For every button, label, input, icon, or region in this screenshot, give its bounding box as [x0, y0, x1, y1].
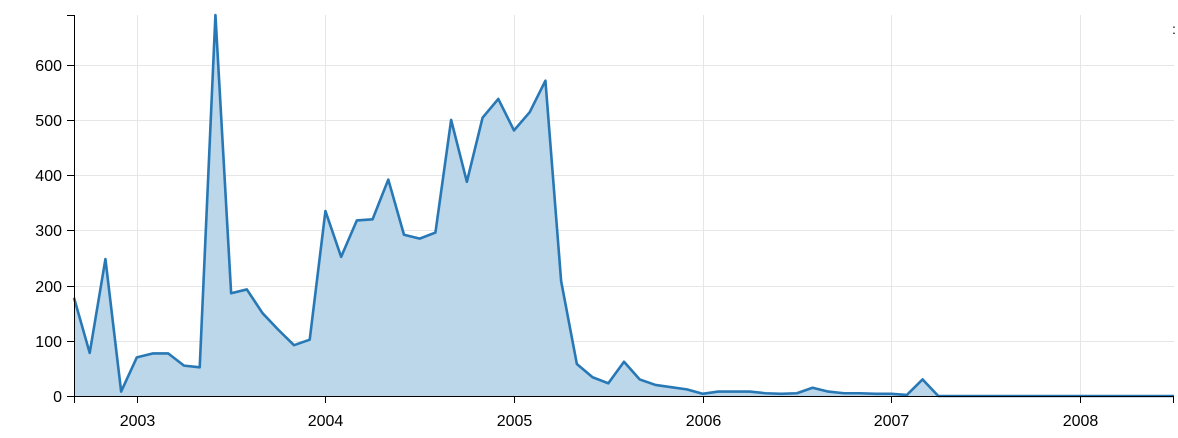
data-point — [716, 390, 720, 394]
data-point — [748, 390, 752, 394]
data-point — [402, 233, 406, 237]
y-tick-label: 100 — [35, 334, 62, 351]
data-point — [638, 377, 642, 381]
data-point — [842, 391, 846, 395]
x-tick-label: 2006 — [686, 413, 722, 430]
x-tick-label: 2003 — [120, 413, 156, 430]
data-point — [795, 391, 799, 395]
data-point — [182, 364, 186, 368]
data-point — [308, 338, 312, 342]
data-point — [669, 385, 673, 389]
y-tick-label: 300 — [35, 223, 62, 240]
data-point — [481, 116, 485, 120]
x-tick-label: 2007 — [874, 413, 910, 430]
data-point — [229, 291, 233, 295]
y-tick-label: 0 — [53, 389, 62, 406]
data-point — [701, 392, 705, 396]
x-tick-label: 2008 — [1063, 413, 1099, 430]
data-point — [685, 387, 689, 391]
data-point — [763, 391, 767, 395]
y-tick-label: 500 — [35, 113, 62, 130]
y-tick-label: 600 — [35, 58, 62, 75]
series-area-fill — [74, 15, 1174, 396]
data-point — [433, 231, 437, 235]
data-point — [135, 355, 139, 359]
data-point — [449, 118, 453, 122]
data-point — [339, 255, 343, 259]
x-tick-label: 2004 — [308, 413, 344, 430]
edge-marker: : — [1172, 21, 1176, 37]
data-point — [512, 128, 516, 132]
data-point — [465, 180, 469, 184]
data-point — [119, 390, 123, 394]
data-point — [606, 381, 610, 385]
data-point — [198, 365, 202, 369]
data-point — [276, 328, 280, 332]
data-point — [103, 257, 107, 261]
data-point — [151, 351, 155, 355]
data-point — [371, 217, 375, 221]
data-point — [213, 13, 217, 17]
data-point — [732, 390, 736, 394]
data-point — [575, 362, 579, 366]
data-point — [543, 79, 547, 83]
y-tick-label: 400 — [35, 168, 62, 185]
data-point — [921, 377, 925, 381]
data-point — [418, 237, 422, 241]
data-point — [496, 97, 500, 101]
data-point — [858, 391, 862, 395]
data-point — [528, 110, 532, 114]
y-axis-ticks: 0 100 200 300 400 500 600 — [35, 14, 74, 406]
data-point — [811, 386, 815, 390]
x-axis-ticks: 2003 2004 2005 2006 2007 2008 — [73, 396, 1175, 430]
data-point — [323, 209, 327, 213]
data-point — [889, 392, 893, 396]
y-tick-label: 200 — [35, 279, 62, 296]
data-point — [622, 360, 626, 364]
data-point — [245, 287, 249, 291]
data-point — [653, 383, 657, 387]
data-point — [88, 351, 92, 355]
data-point — [292, 343, 296, 347]
data-point — [591, 375, 595, 379]
data-point — [559, 279, 563, 283]
data-point — [355, 218, 359, 222]
data-point — [166, 351, 170, 355]
x-tick-label: 2005 — [497, 413, 533, 430]
data-point — [386, 178, 390, 182]
data-point — [873, 392, 877, 396]
axes — [73, 15, 1174, 398]
data-point — [779, 392, 783, 396]
data-point — [261, 311, 265, 315]
data-point — [826, 390, 830, 394]
